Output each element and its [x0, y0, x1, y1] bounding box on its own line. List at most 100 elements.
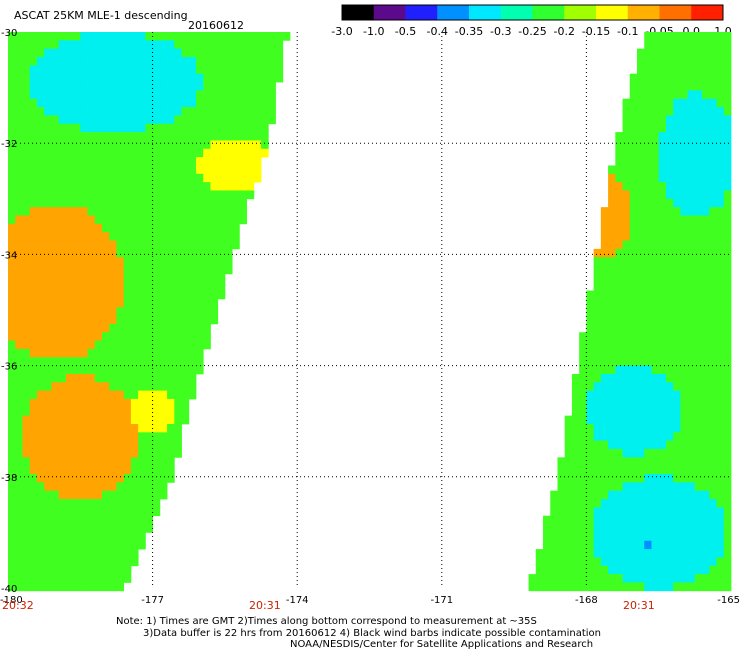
wind-cell	[138, 248, 146, 258]
wind-cell	[15, 482, 23, 492]
wind-cell	[87, 182, 96, 191]
wind-cell	[716, 240, 725, 250]
wind-cell	[239, 107, 247, 116]
wind-cell	[622, 298, 631, 308]
wind-cell	[101, 465, 110, 475]
wind-cell	[253, 90, 262, 100]
wind-cell	[36, 398, 45, 408]
wind-cell	[694, 365, 703, 375]
wind-cell	[571, 532, 580, 542]
wind-cell	[87, 474, 96, 483]
wind-cell	[702, 265, 710, 275]
wind-cell	[543, 532, 551, 542]
wind-cell	[138, 423, 146, 433]
wind-cell	[651, 115, 660, 125]
wind-cell	[210, 48, 219, 58]
wind-cell	[123, 123, 132, 133]
wind-cell	[174, 215, 182, 225]
wind-cell	[36, 582, 45, 592]
wind-cell	[167, 248, 175, 258]
wind-cell	[571, 390, 580, 400]
wind-cell	[239, 123, 247, 133]
wind-cell	[8, 290, 16, 300]
wind-cell	[680, 574, 689, 583]
wind-cell	[622, 565, 631, 575]
wind-cell	[615, 532, 623, 542]
wind-cell	[44, 474, 52, 483]
wind-cell	[159, 373, 168, 383]
wind-cell	[58, 265, 67, 275]
wind-cell	[622, 132, 631, 141]
wind-cell	[116, 98, 125, 108]
wind-cell	[123, 207, 132, 216]
wind-cell	[586, 307, 595, 316]
wind-cell	[637, 265, 645, 275]
wind-cell	[94, 223, 103, 233]
wind-cell	[687, 348, 696, 358]
wind-cell	[44, 540, 52, 550]
wind-cell	[550, 524, 558, 533]
wind-cell	[687, 532, 696, 542]
wind-cell	[637, 515, 645, 525]
wind-cell	[130, 257, 139, 266]
wind-cell	[15, 357, 23, 366]
wind-cell	[80, 582, 88, 592]
wind-cell	[593, 432, 602, 442]
wind-cell	[51, 482, 60, 492]
wind-cell	[87, 540, 96, 550]
wind-cell	[680, 373, 689, 383]
wind-cell	[665, 382, 674, 392]
wind-cell	[629, 465, 638, 475]
wind-cell	[723, 323, 732, 333]
wind-cell	[687, 373, 696, 383]
wind-cell	[145, 248, 153, 258]
wind-cell	[637, 73, 645, 83]
wind-cell	[651, 190, 660, 200]
wind-cell	[615, 298, 623, 308]
wind-cell	[73, 48, 81, 58]
wind-cell	[709, 332, 717, 341]
wind-cell	[210, 40, 219, 50]
wind-cell	[709, 190, 717, 200]
wind-cell	[629, 140, 638, 150]
wind-cell	[702, 90, 710, 100]
wind-cell	[658, 207, 667, 216]
wind-cell	[709, 407, 717, 417]
wind-cell	[195, 348, 204, 358]
wind-cell	[36, 332, 45, 341]
wind-cell	[239, 82, 247, 91]
wind-cell	[651, 457, 660, 467]
wind-cell	[123, 332, 132, 341]
wind-cell	[116, 273, 125, 283]
wind-cell	[73, 115, 81, 125]
wind-cell	[58, 482, 67, 492]
wind-cell	[261, 73, 269, 83]
wind-cell	[116, 348, 125, 358]
wind-cell	[232, 107, 240, 116]
wind-cell	[680, 432, 689, 442]
wind-cell	[702, 198, 710, 208]
wind-cell	[123, 223, 132, 233]
wind-cell	[709, 140, 717, 150]
wind-cell	[608, 357, 616, 366]
wind-cell	[65, 507, 74, 517]
wind-cell	[58, 315, 67, 325]
wind-cell	[702, 215, 710, 225]
wind-cell	[181, 198, 190, 208]
wind-cell	[58, 382, 67, 392]
wind-cell	[600, 265, 609, 275]
wind-cell	[109, 415, 117, 425]
wind-cell	[723, 373, 732, 383]
wind-cell	[665, 582, 674, 592]
wind-cell	[44, 98, 52, 108]
wind-cell	[138, 207, 146, 216]
wind-cell	[58, 273, 67, 283]
wind-cell	[22, 582, 31, 592]
wind-cell	[239, 115, 247, 125]
wind-cell	[694, 323, 703, 333]
wind-cell	[116, 490, 125, 500]
wind-cell	[637, 207, 645, 216]
wind-cell	[8, 323, 16, 333]
wind-cell	[637, 323, 645, 333]
wind-cell	[694, 315, 703, 325]
